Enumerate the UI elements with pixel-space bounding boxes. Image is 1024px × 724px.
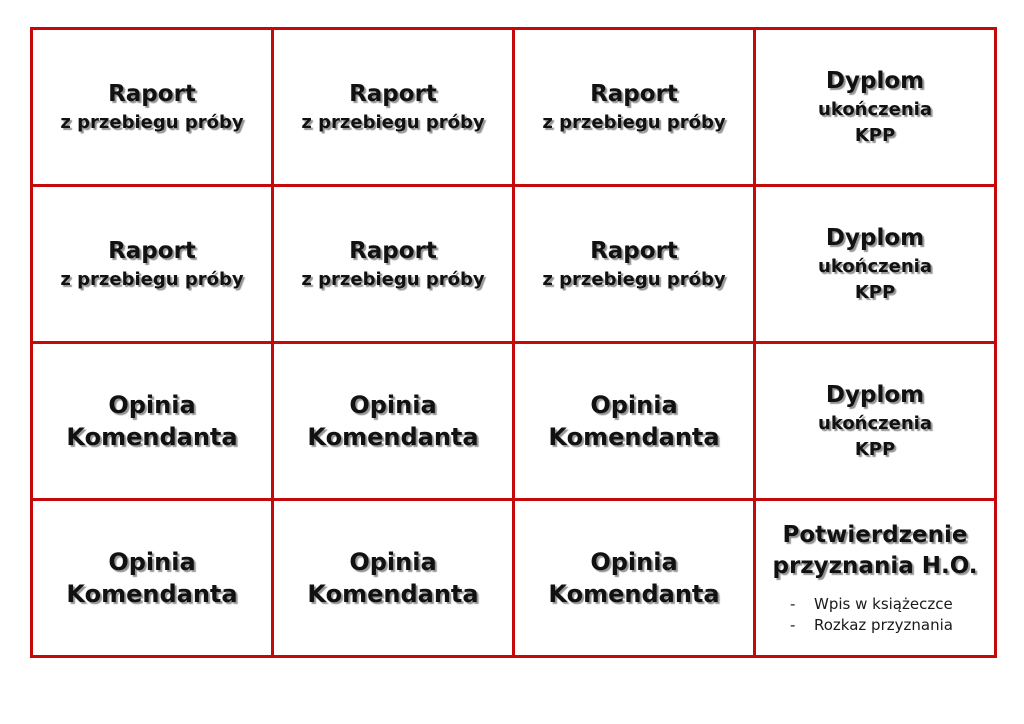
grid-row-3: Opinia Komendanta Opinia Komendanta Opin… — [33, 344, 994, 501]
card-raport: Raport z przebiegu próby — [274, 187, 515, 341]
card-title-2: przyznania H.O. — [772, 553, 978, 579]
card-title: Raport — [349, 237, 437, 264]
card-subtitle: z przebiegu próby — [542, 111, 726, 133]
card-subtitle: z przebiegu próby — [301, 268, 485, 290]
card-subtitle-2: KPP — [854, 124, 896, 146]
card-opinia: Opinia Komendanta — [515, 344, 756, 498]
card-subtitle: ukończenia — [818, 98, 932, 120]
card-title: Raport — [108, 80, 196, 107]
card-title: Raport — [590, 80, 678, 107]
card-subtitle-2: KPP — [854, 438, 896, 460]
card-title: Dyplom — [825, 381, 925, 408]
card-title: Raport — [108, 237, 196, 264]
checklist-item: - Wpis w książeczce — [790, 594, 988, 615]
card-title-2: Komendanta — [307, 423, 479, 451]
card-raport: Raport z przebiegu próby — [33, 30, 274, 184]
card-opinia: Opinia Komendanta — [33, 344, 274, 498]
card-subtitle: z przebiegu próby — [301, 111, 485, 133]
card-title: Dyplom — [825, 67, 925, 94]
card-opinia: Opinia Komendanta — [515, 501, 756, 655]
checklist-item-text: Wpis w książeczce — [814, 595, 953, 613]
grid-row-2: Raport z przebiegu próby Raport z przebi… — [33, 187, 994, 344]
card-potwierdzenie-ho: Potwierdzenie przyznania H.O. - Wpis w k… — [756, 501, 994, 655]
card-subtitle: ukończenia — [818, 255, 932, 277]
card-title-2: Komendanta — [548, 580, 720, 608]
card-subtitle: z przebiegu próby — [542, 268, 726, 290]
card-subtitle: z przebiegu próby — [60, 111, 244, 133]
card-dyplom-kpp: Dyplom ukończenia KPP — [756, 30, 994, 184]
dash-marker: - — [790, 595, 796, 613]
card-title-2: Komendanta — [548, 423, 720, 451]
card-title: Opinia — [349, 391, 437, 419]
card-dyplom-kpp: Dyplom ukończenia KPP — [756, 344, 994, 498]
grid-row-1: Raport z przebiegu próby Raport z przebi… — [33, 30, 994, 187]
card-title: Raport — [349, 80, 437, 107]
card-raport: Raport z przebiegu próby — [515, 187, 756, 341]
card-title-2: Komendanta — [66, 423, 238, 451]
card-raport: Raport z przebiegu próby — [274, 30, 515, 184]
card-title: Opinia — [108, 391, 196, 419]
document-cards-grid: Raport z przebiegu próby Raport z przebi… — [30, 27, 997, 658]
card-opinia: Opinia Komendanta — [274, 501, 515, 655]
checklist-item-text: Rozkaz przyznania — [814, 616, 953, 634]
dash-marker: - — [790, 616, 796, 634]
grid-row-4: Opinia Komendanta Opinia Komendanta Opin… — [33, 501, 994, 655]
card-title: Raport — [590, 237, 678, 264]
card-title: Potwierdzenie — [782, 522, 968, 548]
card-dyplom-kpp: Dyplom ukończenia KPP — [756, 187, 994, 341]
card-title-block: Potwierdzenie przyznania H.O. — [772, 520, 977, 582]
card-title: Opinia — [590, 391, 678, 419]
card-opinia: Opinia Komendanta — [274, 344, 515, 498]
card-title: Dyplom — [825, 224, 925, 251]
checklist-item: - Rozkaz przyznania — [790, 615, 988, 636]
card-raport: Raport z przebiegu próby — [515, 30, 756, 184]
checklist: - Wpis w książeczce - Rozkaz przyznania — [762, 594, 988, 636]
card-raport: Raport z przebiegu próby — [33, 187, 274, 341]
card-title: Opinia — [349, 548, 437, 576]
card-title: Opinia — [108, 548, 196, 576]
card-opinia: Opinia Komendanta — [33, 501, 274, 655]
card-title-2: Komendanta — [66, 580, 238, 608]
card-title: Opinia — [590, 548, 678, 576]
card-subtitle: z przebiegu próby — [60, 268, 244, 290]
card-subtitle: ukończenia — [818, 412, 932, 434]
card-subtitle-2: KPP — [854, 281, 896, 303]
card-title-2: Komendanta — [307, 580, 479, 608]
